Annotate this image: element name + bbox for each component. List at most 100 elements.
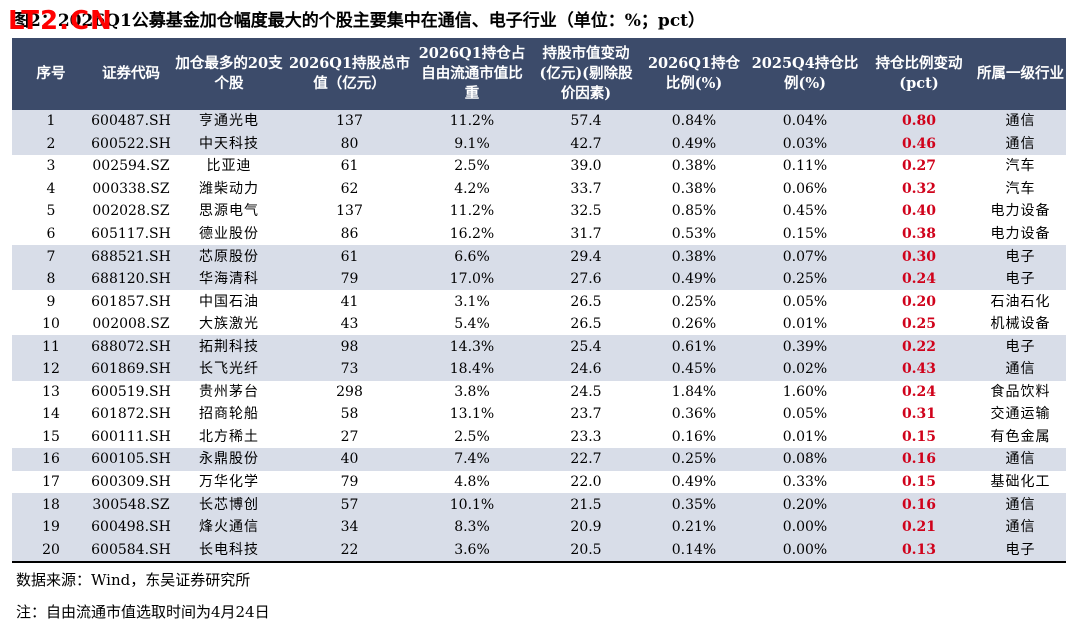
cell-stock-code: 600105.SH — [91, 451, 171, 468]
cell-float-ratio: 14.3% — [449, 338, 495, 355]
cell-q1-ratio: 0.16% — [671, 428, 717, 445]
cell-value-change: 27.6 — [570, 271, 602, 288]
cell-ratio-change: 0.15 — [901, 474, 937, 491]
cell-ratio-change: 0.40 — [901, 203, 937, 220]
cell-q4-ratio: 0.45% — [782, 203, 828, 220]
cell-stock-name: 中国石油 — [199, 293, 259, 310]
cell-float-ratio: 10.1% — [449, 496, 495, 513]
cell-ratio-change: 0.30 — [901, 248, 937, 265]
cell-stock-name: 招商轮船 — [199, 406, 259, 423]
cell-q4-ratio: 0.39% — [782, 338, 828, 355]
cell-float-ratio: 5.4% — [454, 316, 490, 333]
cell-value-change: 22.0 — [570, 474, 602, 491]
cell-value-change: 22.7 — [570, 451, 602, 468]
cell-industry: 通信 — [1005, 361, 1036, 378]
cell-stock-name: 大族激光 — [199, 316, 259, 333]
cell-stock-code: 600498.SH — [91, 519, 171, 536]
cell-row-index: 8 — [46, 271, 56, 288]
cell-value-change: 26.5 — [570, 316, 602, 333]
table-row: 4 000338.SZ 潍柴动力 62 4.2% 33.7 0.38% 0.06% 0.32 汽车 — [12, 178, 1066, 201]
cell-industry: 通信 — [1005, 135, 1036, 152]
cell-row-index: 9 — [46, 293, 56, 310]
cell-ratio-change: 0.43 — [901, 361, 937, 378]
cell-ratio-change: 0.24 — [901, 271, 937, 288]
cell-stock-name: 烽火通信 — [199, 519, 259, 536]
cell-ratio-change: 0.80 — [901, 113, 937, 130]
cell-float-ratio: 3.1% — [454, 293, 490, 310]
cell-stock-name: 长飞光纤 — [199, 361, 259, 378]
cell-industry: 电子 — [1005, 541, 1036, 558]
cell-row-index: 6 — [46, 226, 56, 242]
cell-value-change: 21.5 — [570, 496, 602, 513]
cell-value-change: 31.7 — [570, 226, 602, 242]
cell-stock-name: 芯原股份 — [199, 248, 259, 265]
table-row: 17 600309.SH 万华化学 79 4.8% 22.0 0.49% 0.33% 0.15 基… — [12, 471, 1066, 494]
cell-row-index: 12 — [42, 361, 60, 378]
cell-ratio-change: 0.27 — [901, 158, 937, 175]
cell-q4-ratio: 1.60% — [782, 383, 828, 400]
cell-value-change: 24.5 — [570, 383, 602, 400]
cell-q1-ratio: 0.25% — [671, 293, 717, 310]
cell-ratio-change: 0.16 — [901, 496, 937, 513]
cell-industry: 有色金属 — [990, 428, 1051, 445]
cell-q1-ratio: 0.38% — [671, 180, 717, 197]
cell-market-value: 41 — [340, 293, 359, 310]
cell-row-index: 19 — [42, 519, 60, 536]
cell-q4-ratio: 0.05% — [782, 406, 828, 423]
footnote: 注：自由流通市值选取时间为4月24日 — [16, 603, 270, 621]
cell-row-index: 4 — [46, 180, 56, 197]
cell-industry: 交通运输 — [990, 406, 1051, 423]
header-col-code: 证券代码 — [102, 65, 160, 82]
cell-market-value: 27 — [340, 428, 359, 445]
cell-industry: 通信 — [1005, 113, 1036, 130]
table-bottom-rule — [12, 561, 1066, 563]
cell-float-ratio: 11.2% — [449, 113, 495, 130]
cell-row-index: 15 — [42, 428, 60, 445]
table-row: 18 300548.SZ 长芯博创 57 10.1% 21.5 0.35% 0.20% 0.16… — [12, 493, 1066, 516]
cell-stock-code: 600522.SH — [91, 135, 171, 152]
cell-row-index: 17 — [42, 474, 60, 491]
cell-q4-ratio: 0.01% — [782, 428, 828, 445]
table-row: 5 002028.SZ 思源电气 137 11.2% 32.5 0.85% 0.45% 0.40… — [12, 200, 1066, 223]
cell-value-change: 24.6 — [570, 361, 602, 378]
cell-float-ratio: 4.2% — [454, 180, 490, 197]
cell-row-index: 1 — [46, 113, 56, 130]
cell-stock-code: 601857.SH — [91, 293, 171, 310]
cell-q4-ratio: 0.08% — [782, 451, 828, 468]
cell-q1-ratio: 0.53% — [671, 226, 717, 242]
cell-ratio-change: 0.21 — [901, 519, 937, 536]
cell-q1-ratio: 0.21% — [671, 519, 717, 536]
cell-q4-ratio: 0.00% — [782, 541, 828, 558]
cell-stock-code: 688521.SH — [91, 248, 171, 265]
cell-industry: 汽车 — [1005, 180, 1036, 197]
cell-stock-code: 600487.SH — [91, 113, 171, 130]
cell-industry: 电力设备 — [990, 203, 1051, 220]
cell-row-index: 5 — [46, 203, 56, 220]
cell-q1-ratio: 0.49% — [671, 271, 717, 288]
cell-ratio-change: 0.15 — [901, 428, 937, 445]
cell-q1-ratio: 0.38% — [671, 158, 717, 175]
cell-industry: 汽车 — [1005, 158, 1036, 175]
cell-q1-ratio: 0.25% — [671, 451, 717, 468]
cell-q4-ratio: 0.04% — [782, 113, 828, 130]
table-row: 3 002594.SZ 比亚迪 61 2.5% 39.0 0.38% 0.11% 0.27 汽车 — [12, 155, 1066, 178]
cell-ratio-change: 0.16 — [901, 451, 937, 468]
cell-stock-name: 亨通光电 — [199, 113, 259, 130]
cell-stock-name: 拓荆科技 — [199, 338, 259, 355]
cell-industry: 通信 — [1005, 451, 1036, 468]
cell-value-change: 23.7 — [570, 406, 602, 423]
cell-value-change: 23.3 — [570, 428, 602, 445]
cell-float-ratio: 9.1% — [454, 135, 490, 152]
cell-market-value: 86 — [340, 226, 359, 242]
cell-row-index: 13 — [42, 383, 60, 400]
cell-q4-ratio: 0.11% — [782, 158, 828, 175]
cell-q4-ratio: 0.02% — [782, 361, 828, 378]
cell-q1-ratio: 0.26% — [671, 316, 717, 333]
header-col-value-change: 持股市值变动(亿元)(剔除股价因素) — [539, 45, 633, 102]
cell-stock-name: 华海清科 — [199, 271, 259, 288]
cell-industry: 电子 — [1005, 271, 1036, 288]
cell-stock-code: 600111.SH — [91, 428, 171, 445]
cell-market-value: 79 — [340, 474, 359, 491]
cell-float-ratio: 2.5% — [454, 158, 490, 175]
cell-industry: 通信 — [1005, 496, 1036, 513]
